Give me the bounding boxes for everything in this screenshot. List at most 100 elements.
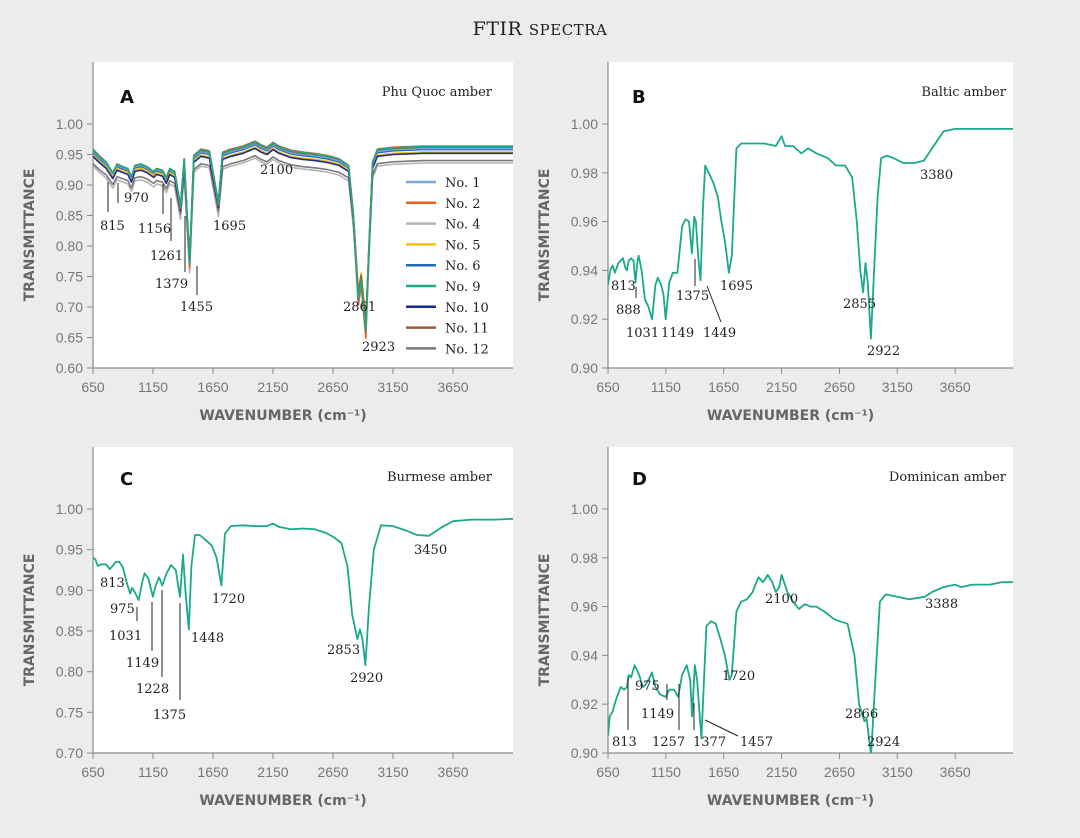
- y-tick-label: 0.90: [56, 582, 83, 598]
- peak-annotation: 1156: [138, 222, 171, 237]
- series-line-no9: [93, 140, 513, 332]
- y-tick-label: 0.90: [56, 177, 83, 193]
- panel-label: C: [120, 469, 133, 490]
- y-tick-label: 0.94: [571, 262, 598, 278]
- peak-annotation: 2853: [327, 643, 360, 658]
- y-tick-label: 0.75: [56, 704, 83, 720]
- peak-annotation: 1031: [626, 326, 659, 341]
- x-tick-label: 2650: [317, 379, 348, 395]
- y-tick-label: 0.65: [56, 330, 83, 346]
- y-tick-label: 0.92: [571, 311, 598, 327]
- x-tick-label: 2650: [317, 764, 348, 780]
- x-tick-label: 2150: [257, 379, 288, 395]
- peak-annotation: 3380: [920, 168, 953, 183]
- figure-title-main: FTIR: [472, 18, 529, 40]
- peak-annotation: 1031: [109, 629, 142, 644]
- y-tick-label: 0.94: [571, 647, 598, 663]
- peak-annotation: 2924: [867, 735, 900, 750]
- y-axis-title: TRANSMITTANCE: [22, 169, 38, 302]
- y-tick-label: 0.92: [571, 696, 598, 712]
- y-tick-label: 0.95: [56, 147, 83, 163]
- y-tick-label: 0.70: [56, 299, 83, 315]
- x-axis-title: WAVENUMBER (cm⁻¹): [199, 408, 366, 424]
- x-tick-label: 3650: [437, 379, 468, 395]
- panel-subtitle: Burmese amber: [387, 470, 493, 485]
- peak-annotation: 2100: [765, 592, 798, 607]
- panel-label: A: [120, 87, 134, 108]
- x-axis-title: WAVENUMBER (cm⁻¹): [199, 793, 366, 809]
- x-tick-label: 3650: [940, 379, 971, 395]
- peak-annotation: 1149: [641, 707, 674, 722]
- y-tick-label: 0.80: [56, 664, 83, 680]
- y-tick-label: 0.90: [571, 360, 598, 376]
- x-tick-label: 1650: [197, 379, 228, 395]
- x-tick-label: 1150: [651, 764, 681, 780]
- x-tick-label: 3150: [377, 379, 408, 395]
- panel-subtitle: Phu Quoc amber: [382, 85, 493, 100]
- legend-label: No. 2: [445, 197, 481, 212]
- peak-annotation: 2920: [350, 671, 383, 686]
- peak-annotation: 2922: [867, 344, 900, 359]
- plot-area: [608, 447, 1013, 753]
- legend-label: No. 10: [445, 301, 489, 316]
- chart-panel-b: 0.90 0.92 0.94 0.96 0.98 1.00 650 1150 1650 2150 2…: [537, 62, 1013, 424]
- y-tick-label: 0.70: [56, 745, 83, 761]
- x-tick-label: 1150: [651, 379, 681, 395]
- peak-annotation: 1720: [722, 669, 755, 684]
- peak-annotation: 813: [100, 576, 125, 591]
- peak-annotation: 975: [635, 679, 660, 694]
- peak-annotation: 1448: [191, 631, 224, 646]
- peak-annotation: 1228: [136, 682, 169, 697]
- peak-annotation: 2923: [362, 340, 395, 355]
- peak-annotation: 815: [100, 219, 125, 234]
- figure-title: FTIR Spectra: [0, 18, 1080, 40]
- y-tick-label: 1.00: [56, 501, 83, 517]
- y-tick-label: 0.85: [56, 623, 83, 639]
- y-tick-label: 1.00: [571, 501, 598, 517]
- y-tick-label: 0.85: [56, 208, 83, 224]
- legend-label: No. 4: [445, 218, 481, 233]
- peak-annotation: 2100: [260, 163, 293, 178]
- peak-annotation: 2866: [845, 707, 878, 722]
- x-tick-label: 3150: [882, 379, 913, 395]
- x-tick-label: 2150: [257, 764, 288, 780]
- legend-label: No. 6: [445, 259, 481, 274]
- peak-annotation: 1375: [153, 708, 186, 723]
- legend-label: No. 1: [445, 176, 481, 191]
- peak-annotation: 1455: [180, 300, 213, 315]
- peak-annotation: 1695: [720, 279, 753, 294]
- peak-annotation: 888: [616, 303, 641, 318]
- annotation-leader-line: [704, 719, 739, 737]
- annotation-leader-line: [706, 285, 722, 323]
- y-tick-label: 0.80: [56, 238, 83, 254]
- peak-annotation: 2855: [843, 297, 876, 312]
- peak-annotation: 3388: [925, 597, 958, 612]
- x-tick-label: 650: [81, 379, 105, 395]
- peak-annotation: 1375: [676, 289, 709, 304]
- figure-title-smallcaps: Spectra: [528, 21, 608, 39]
- peak-annotation: 1149: [126, 656, 159, 671]
- peak-annotation: 970: [124, 191, 149, 206]
- legend-label: No. 12: [445, 342, 489, 357]
- panel-label: D: [632, 469, 647, 490]
- peak-annotation: 1261: [150, 249, 183, 264]
- y-tick-label: 0.95: [56, 542, 83, 558]
- y-tick-label: 0.96: [571, 214, 598, 230]
- peak-annotation: 813: [611, 279, 636, 294]
- y-tick-label: 0.60: [56, 360, 83, 376]
- peak-annotation: 1695: [213, 219, 246, 234]
- y-axis-title: TRANSMITTANCE: [537, 169, 553, 302]
- series-line: [608, 128, 1013, 340]
- y-tick-label: 0.98: [571, 550, 598, 566]
- y-tick-label: 1.00: [571, 116, 598, 132]
- x-tick-label: 3150: [377, 764, 408, 780]
- y-tick-label: 0.90: [571, 745, 598, 761]
- chart-panel-c: 0.70 0.75 0.80 0.85 0.90 0.95 1.00 650 1150 1650 2…: [22, 447, 513, 809]
- y-tick-label: 0.98: [571, 165, 598, 181]
- x-tick-label: 1150: [138, 379, 168, 395]
- series-line: [608, 574, 1013, 753]
- x-tick-label: 1150: [138, 764, 168, 780]
- x-tick-label: 2150: [766, 379, 797, 395]
- x-tick-label: 2150: [766, 764, 797, 780]
- legend-label: No. 5: [445, 238, 481, 253]
